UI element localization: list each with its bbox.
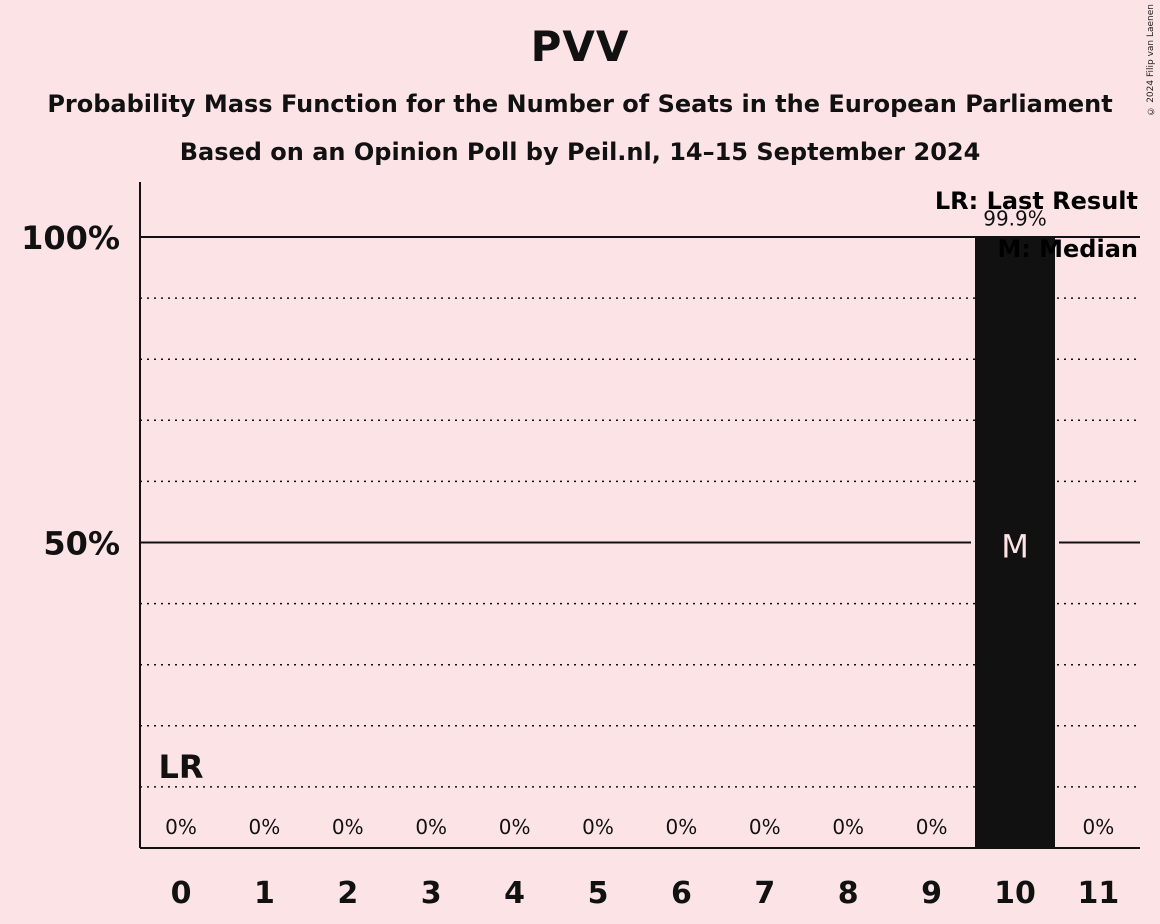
- value-label: 0%: [582, 815, 614, 839]
- value-label: 0%: [249, 815, 281, 839]
- x-tick-label: 0: [171, 876, 192, 911]
- labels-group: 0% 0 LR 0% 1 0% 2 0% 3 0% 4 0% 5 0% 6 0% 7 0% 8 0% 9 99.9% 10 M…: [158, 207, 1119, 911]
- x-tick-label: 9: [921, 876, 942, 911]
- y-tick-label: 100%: [21, 219, 120, 257]
- value-label: 0%: [165, 815, 197, 839]
- value-label: 0%: [749, 815, 781, 839]
- chart-subtitle: Probability Mass Function for the Number…: [47, 90, 1113, 118]
- median-marker: M: [1001, 528, 1029, 566]
- y-tick-label: 50%: [43, 525, 120, 563]
- value-label: 0%: [415, 815, 447, 839]
- x-tick-label: 7: [754, 876, 775, 911]
- bar-seat-10: [975, 237, 1055, 849]
- x-tick-label: 1: [254, 876, 275, 911]
- value-label: 0%: [832, 815, 864, 839]
- legend-last-result: LR: Last Result: [935, 187, 1138, 215]
- x-tick-label: 3: [421, 876, 442, 911]
- value-label: 0%: [1083, 815, 1115, 839]
- x-tick-label: 8: [838, 876, 859, 911]
- value-label: 0%: [666, 815, 698, 839]
- bars-group: [971, 237, 1059, 849]
- x-tick-label: 5: [588, 876, 609, 911]
- chart-title: PVV: [530, 22, 630, 71]
- x-tick-label: 4: [504, 876, 525, 911]
- value-label: 99.9%: [983, 207, 1047, 231]
- legend-median: M: Median: [997, 235, 1138, 263]
- chart-source: Based on an Opinion Poll by Peil.nl, 14–…: [179, 138, 981, 166]
- value-label: 0%: [499, 815, 531, 839]
- last-result-marker: LR: [158, 748, 203, 786]
- axes: 50% 100%: [21, 182, 1140, 849]
- x-tick-label: 10: [994, 876, 1036, 911]
- x-tick-label: 11: [1078, 876, 1120, 911]
- x-tick-label: 2: [337, 876, 358, 911]
- value-label: 0%: [332, 815, 364, 839]
- x-tick-label: 6: [671, 876, 692, 911]
- value-label: 0%: [916, 815, 948, 839]
